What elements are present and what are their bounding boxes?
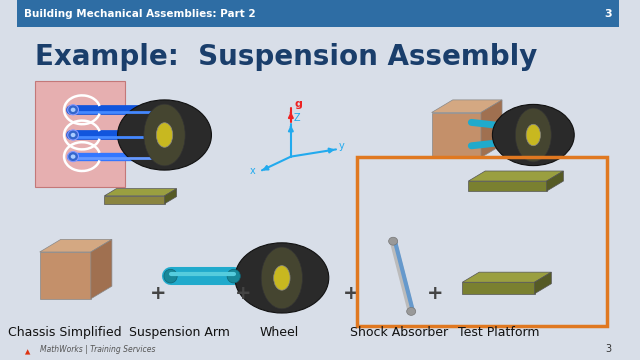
Ellipse shape xyxy=(118,100,211,170)
Text: +: + xyxy=(234,284,251,303)
Ellipse shape xyxy=(261,247,303,309)
Text: Building Mechanical Assemblies: Part 2: Building Mechanical Assemblies: Part 2 xyxy=(24,9,256,18)
Ellipse shape xyxy=(274,266,290,290)
Polygon shape xyxy=(40,252,91,299)
Polygon shape xyxy=(534,272,552,294)
Polygon shape xyxy=(35,81,125,187)
Text: y: y xyxy=(339,141,345,151)
Text: 3: 3 xyxy=(605,343,612,354)
Ellipse shape xyxy=(70,154,76,159)
Text: Wheel: Wheel xyxy=(259,326,298,339)
Ellipse shape xyxy=(492,104,574,166)
Ellipse shape xyxy=(164,269,177,283)
Polygon shape xyxy=(40,239,112,252)
Text: Shock Absorber: Shock Absorber xyxy=(350,326,448,339)
Text: 3: 3 xyxy=(604,9,612,18)
Ellipse shape xyxy=(70,108,76,112)
Text: +: + xyxy=(150,284,167,303)
Text: +: + xyxy=(427,284,444,303)
Text: MathWorks | Training Services: MathWorks | Training Services xyxy=(40,345,156,354)
Ellipse shape xyxy=(68,152,79,162)
Text: x: x xyxy=(250,166,256,176)
Polygon shape xyxy=(91,239,112,299)
Polygon shape xyxy=(104,196,164,204)
Polygon shape xyxy=(164,189,177,204)
Text: Chassis Simplified: Chassis Simplified xyxy=(8,326,122,339)
FancyBboxPatch shape xyxy=(17,0,619,27)
Ellipse shape xyxy=(68,130,79,140)
Text: g: g xyxy=(294,99,302,109)
Ellipse shape xyxy=(235,243,329,313)
Polygon shape xyxy=(462,282,534,294)
Ellipse shape xyxy=(68,105,79,115)
Polygon shape xyxy=(25,349,30,355)
Text: +: + xyxy=(343,284,359,303)
Polygon shape xyxy=(431,100,502,112)
Text: Example:  Suspension Assembly: Example: Suspension Assembly xyxy=(35,43,538,71)
Ellipse shape xyxy=(526,124,540,146)
Ellipse shape xyxy=(70,133,76,137)
Text: Suspension Arm: Suspension Arm xyxy=(129,326,230,339)
Polygon shape xyxy=(547,171,563,191)
Ellipse shape xyxy=(156,123,173,147)
Ellipse shape xyxy=(515,108,551,162)
Text: Test Platform: Test Platform xyxy=(458,326,539,339)
Polygon shape xyxy=(431,112,481,158)
Ellipse shape xyxy=(388,237,397,245)
Polygon shape xyxy=(104,189,177,196)
Text: Z: Z xyxy=(293,113,300,123)
Polygon shape xyxy=(468,181,547,191)
Polygon shape xyxy=(468,171,563,181)
Ellipse shape xyxy=(144,104,185,166)
Ellipse shape xyxy=(406,307,416,315)
Polygon shape xyxy=(481,100,502,158)
Polygon shape xyxy=(462,272,552,282)
Ellipse shape xyxy=(227,269,241,283)
